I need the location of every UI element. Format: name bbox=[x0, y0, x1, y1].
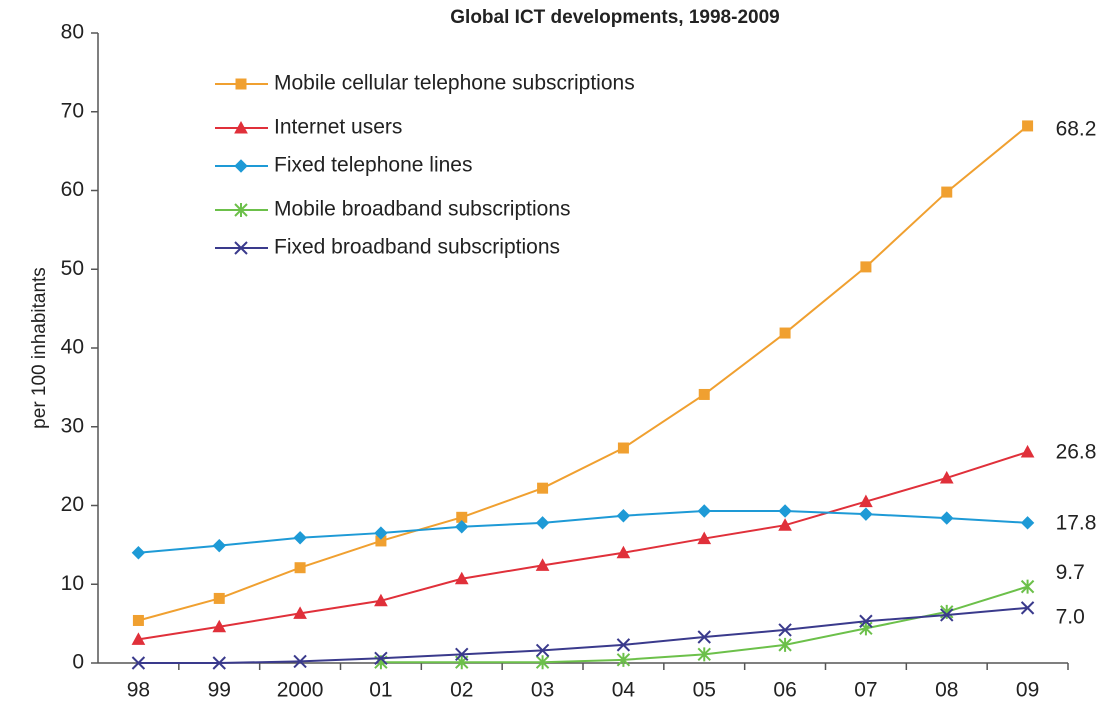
x-tick-label: 99 bbox=[208, 679, 231, 702]
x-tick-label: 04 bbox=[612, 679, 636, 702]
series-line bbox=[138, 450, 1028, 641]
marker bbox=[294, 562, 306, 574]
marker bbox=[860, 261, 872, 273]
marker bbox=[235, 78, 247, 90]
x-tick-label: 07 bbox=[854, 679, 877, 702]
marker bbox=[1020, 601, 1035, 615]
y-tick-label: 80 bbox=[61, 21, 84, 44]
x-tick-label: 01 bbox=[369, 679, 392, 702]
marker bbox=[939, 470, 954, 484]
y-tick-label: 10 bbox=[61, 572, 84, 595]
marker bbox=[778, 504, 792, 518]
marker bbox=[293, 531, 307, 545]
marker bbox=[616, 509, 631, 523]
series-line bbox=[138, 125, 1029, 622]
marker bbox=[234, 203, 248, 217]
marker bbox=[131, 546, 146, 560]
marker bbox=[234, 120, 248, 134]
marker bbox=[212, 619, 227, 633]
legend-label: Mobile cellular telephone subscriptions bbox=[274, 72, 635, 95]
marker bbox=[616, 638, 631, 652]
marker bbox=[940, 511, 954, 525]
value-label: 9.7 bbox=[1056, 561, 1085, 584]
marker bbox=[213, 592, 225, 604]
x-tick-label: 05 bbox=[693, 679, 716, 702]
value-label: 7.0 bbox=[1056, 605, 1085, 628]
value-label: 26.8 bbox=[1056, 440, 1097, 463]
marker bbox=[374, 593, 388, 607]
y-tick-label: 50 bbox=[61, 257, 84, 280]
marker bbox=[697, 647, 711, 662]
marker bbox=[535, 643, 550, 658]
value-label: 17.8 bbox=[1056, 511, 1097, 534]
marker bbox=[234, 241, 248, 255]
marker bbox=[535, 558, 550, 571]
marker bbox=[859, 614, 873, 628]
marker bbox=[616, 545, 631, 559]
y-tick-label: 70 bbox=[61, 99, 84, 122]
marker bbox=[1020, 516, 1035, 530]
marker bbox=[212, 656, 226, 670]
x-tick-label: 09 bbox=[1016, 679, 1039, 702]
x-tick-label: 02 bbox=[450, 679, 473, 702]
x-tick-label: 06 bbox=[773, 679, 796, 702]
legend-label: Internet users bbox=[274, 116, 402, 139]
marker bbox=[293, 654, 307, 669]
marker bbox=[132, 614, 144, 626]
x-tick-label: 98 bbox=[127, 679, 150, 702]
marker bbox=[697, 630, 711, 644]
marker bbox=[941, 186, 953, 198]
marker bbox=[535, 655, 550, 670]
marker bbox=[454, 571, 469, 585]
marker bbox=[697, 504, 711, 518]
marker bbox=[778, 637, 792, 652]
series-line bbox=[138, 510, 1028, 554]
marker bbox=[940, 608, 954, 622]
marker bbox=[293, 606, 307, 619]
x-tick-label: 2000 bbox=[277, 679, 324, 702]
marker bbox=[1020, 444, 1035, 458]
marker bbox=[212, 538, 226, 553]
y-tick-label: 40 bbox=[61, 336, 84, 359]
y-tick-label: 20 bbox=[61, 493, 84, 516]
marker bbox=[859, 494, 873, 508]
marker bbox=[537, 482, 549, 494]
y-tick-label: 30 bbox=[61, 414, 84, 437]
y-axis-label: per 100 inhabitants bbox=[29, 267, 50, 429]
series-line bbox=[138, 606, 1028, 664]
marker bbox=[778, 623, 792, 637]
marker bbox=[374, 651, 388, 665]
legend-label: Mobile broadband subscriptions bbox=[274, 198, 571, 221]
legend-label: Fixed telephone lines bbox=[274, 154, 472, 177]
marker bbox=[455, 520, 469, 534]
legend-label: Fixed broadband subscriptions bbox=[274, 236, 560, 259]
marker bbox=[535, 516, 550, 530]
marker bbox=[234, 159, 248, 173]
x-tick-label: 08 bbox=[935, 679, 958, 702]
marker bbox=[1020, 579, 1035, 594]
marker bbox=[778, 518, 792, 531]
marker bbox=[131, 632, 146, 645]
marker bbox=[617, 442, 629, 454]
chart-title: Global ICT developments, 1998-2009 bbox=[450, 7, 779, 28]
value-label: 68.2 bbox=[1056, 117, 1097, 140]
y-tick-label: 60 bbox=[61, 178, 84, 201]
marker bbox=[455, 647, 469, 662]
marker bbox=[131, 656, 146, 670]
marker bbox=[697, 531, 712, 545]
marker bbox=[779, 327, 791, 339]
marker bbox=[616, 652, 631, 667]
marker bbox=[859, 507, 873, 521]
marker bbox=[698, 388, 710, 400]
y-tick-label: 0 bbox=[72, 651, 84, 674]
marker bbox=[1022, 120, 1034, 132]
marker bbox=[374, 526, 388, 540]
x-tick-label: 03 bbox=[531, 679, 554, 702]
